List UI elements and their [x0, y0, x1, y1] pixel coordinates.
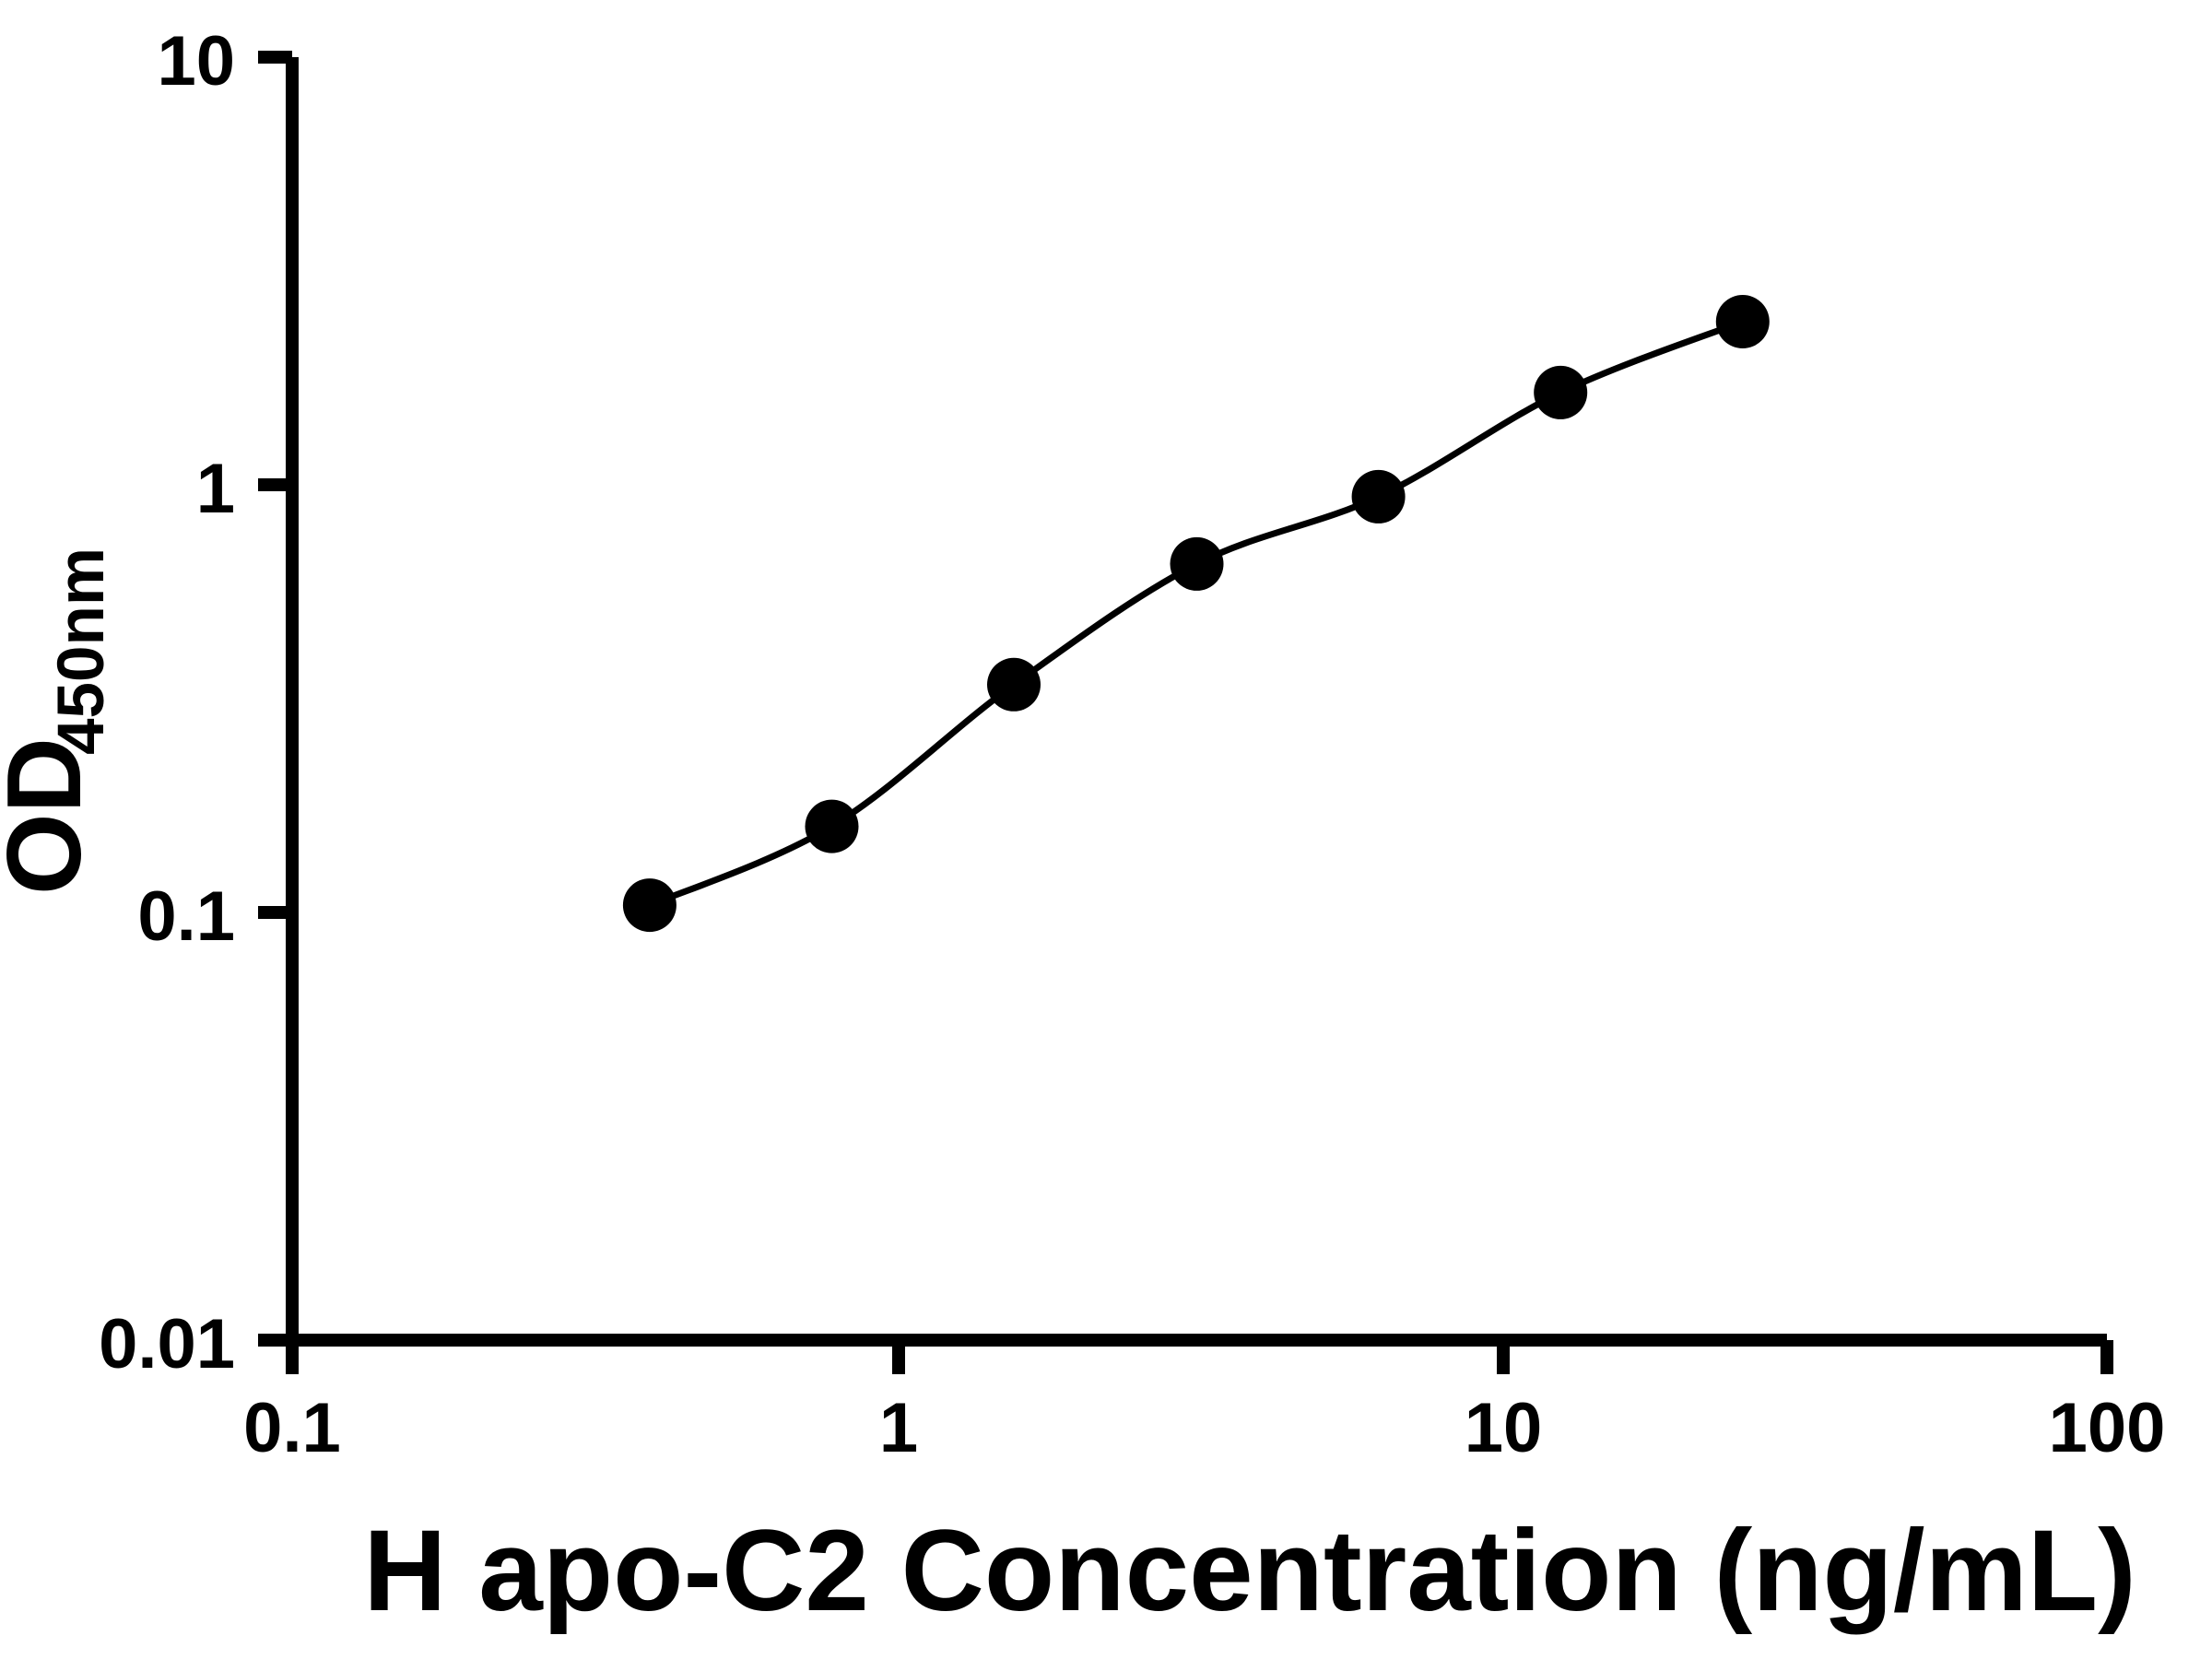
- svg-text:H apo-C2 Concentration (ng/mL): H apo-C2 Concentration (ng/mL): [363, 1507, 2136, 1635]
- svg-text:450nm: 450nm: [45, 547, 118, 755]
- svg-text:10: 10: [1465, 1389, 1543, 1467]
- svg-text:1: 1: [196, 450, 235, 528]
- svg-text:OD: OD: [0, 737, 103, 895]
- svg-text:0.01: 0.01: [99, 1305, 235, 1383]
- svg-text:100: 100: [2049, 1389, 2166, 1467]
- svg-text:1: 1: [879, 1389, 918, 1467]
- svg-text:0.1: 0.1: [243, 1389, 341, 1467]
- svg-text:0.1: 0.1: [137, 877, 235, 956]
- svg-text:10: 10: [157, 22, 235, 100]
